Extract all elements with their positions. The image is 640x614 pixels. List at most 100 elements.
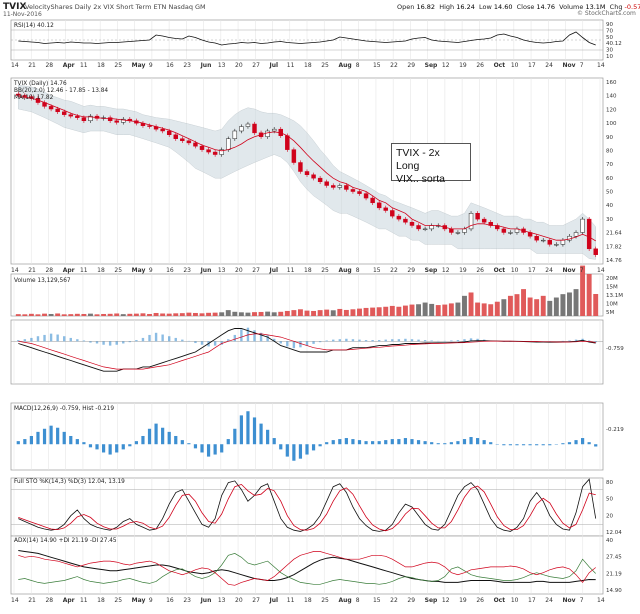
candle-body	[331, 185, 336, 188]
x-axis-label-top: 28	[45, 62, 53, 69]
candle-body	[350, 189, 356, 192]
candle-body	[245, 123, 251, 127]
candle-body	[219, 149, 224, 155]
hist-bar	[246, 411, 250, 445]
hist-bar	[436, 443, 440, 445]
hist-bar	[541, 444, 545, 446]
plus-di-line	[18, 553, 596, 585]
x-axis-label-top: 14	[597, 62, 605, 69]
x-axis-label-bottom: 15	[373, 597, 381, 604]
x-axis-label-mid: Jul	[269, 267, 279, 274]
adx-tick-label: 40	[606, 538, 613, 544]
x-axis-label-top: 24	[545, 62, 553, 69]
adx-tick-label: 27.45	[606, 555, 622, 561]
hist-bar	[200, 444, 204, 453]
volume-bar	[153, 312, 159, 316]
x-axis-label-top: 19	[459, 62, 467, 69]
x-axis-label-bottom: Jul	[269, 597, 279, 604]
volume-bar	[416, 304, 422, 316]
x-axis-label-mid: 14	[597, 267, 605, 274]
candle-body	[429, 225, 434, 230]
volume-bar	[350, 309, 356, 316]
volume-bar	[258, 311, 264, 316]
x-axis-label-bottom: Nov	[563, 597, 576, 604]
x-axis-label-bottom: Oct	[494, 597, 506, 604]
x-axis-label-top: 27	[252, 62, 260, 69]
x-axis-label-top: 21	[28, 62, 36, 69]
candle-body	[468, 213, 474, 230]
x-axis-label-mid: Apr	[63, 267, 75, 274]
x-axis-label-mid: 20	[235, 267, 243, 274]
x-axis-label-mid: Nov	[563, 267, 576, 274]
x-axis-label-mid: 14	[11, 267, 19, 274]
sto-tick-label: 20	[606, 513, 613, 519]
macd-hist-bar	[82, 340, 86, 342]
candle-body	[481, 218, 487, 223]
volume-bar	[271, 312, 277, 316]
x-axis-label-top: Jun	[200, 62, 212, 69]
volume-bar	[507, 295, 513, 316]
x-axis-label-top: Aug	[338, 62, 351, 69]
x-axis-label-top: Sep	[425, 62, 438, 69]
macd-hist-bar	[345, 338, 348, 342]
x-axis-label-bottom: 13	[218, 597, 226, 604]
macd-hist-bar	[95, 341, 99, 344]
hist-bar	[285, 444, 289, 457]
hist-bar	[430, 442, 434, 445]
hist-bar	[95, 444, 99, 450]
macd-hist-bar	[463, 339, 466, 342]
x-axis-label-top: Oct	[494, 62, 506, 69]
price-subtitle-ma: MA(10) 17.82	[14, 95, 54, 101]
volume-bar	[567, 292, 572, 316]
macd-hist-bar	[154, 332, 158, 342]
price-tick-label: 160	[606, 80, 617, 86]
adx-title: ADX(14) 14.90 +DI 21.19 -DI 27.45	[14, 538, 117, 544]
x-axis-label-bottom: 14	[597, 597, 605, 604]
volume-bar	[514, 294, 520, 316]
hist-bar	[561, 443, 565, 445]
x-axis-label-bottom: 26	[476, 597, 484, 604]
hist-bar	[134, 441, 138, 445]
volume-bar	[232, 311, 238, 316]
sto-tick-label: 50	[606, 497, 613, 503]
macd-hist-bar	[36, 336, 40, 342]
macd-hist-bar	[272, 338, 276, 342]
x-axis-label-mid: 18	[97, 267, 105, 274]
price-tick-label: 17.82	[606, 244, 622, 250]
x-axis-label-bottom: Aug	[338, 597, 351, 604]
volume-bar	[429, 303, 435, 316]
hist-bar	[502, 444, 506, 446]
hist-bar	[410, 439, 414, 445]
volume-bar	[409, 304, 415, 316]
hist-bar	[331, 440, 335, 445]
volume-bar	[291, 310, 297, 316]
macd-hist-bar	[351, 339, 355, 342]
volume-bar	[94, 314, 100, 316]
hist-bar	[121, 444, 125, 450]
x-axis-label-bottom: 11	[80, 597, 88, 604]
candle-body	[147, 125, 152, 127]
macd-hist-bar	[76, 339, 79, 342]
volume-bar	[553, 297, 559, 316]
x-axis-label-bottom: 19	[459, 597, 467, 604]
volume-bar	[304, 310, 310, 316]
volume-bar	[140, 313, 146, 316]
hist-bar	[42, 428, 47, 445]
x-axis-label-top: Jul	[269, 62, 279, 69]
x-axis-label-bottom: 29	[407, 597, 415, 604]
candle-body	[173, 134, 178, 139]
volume-bar	[173, 313, 179, 316]
volume-bar	[481, 303, 487, 316]
chart-date: 11-Nov-2016	[3, 11, 42, 18]
annotation-line-2: VIX.. sorta	[396, 173, 446, 185]
x-axis-label-top: 9	[149, 62, 153, 69]
volume-bar	[114, 313, 120, 316]
macd-hist-bar	[338, 339, 342, 342]
volume-bar	[219, 312, 225, 316]
volume-bar	[88, 313, 93, 316]
hist-bar	[305, 444, 309, 455]
macd-tick-label: -0.759	[606, 346, 624, 352]
volume-bar	[357, 308, 362, 316]
close-label: Close	[516, 3, 535, 11]
x-axis-label-bottom: 23	[183, 597, 191, 604]
